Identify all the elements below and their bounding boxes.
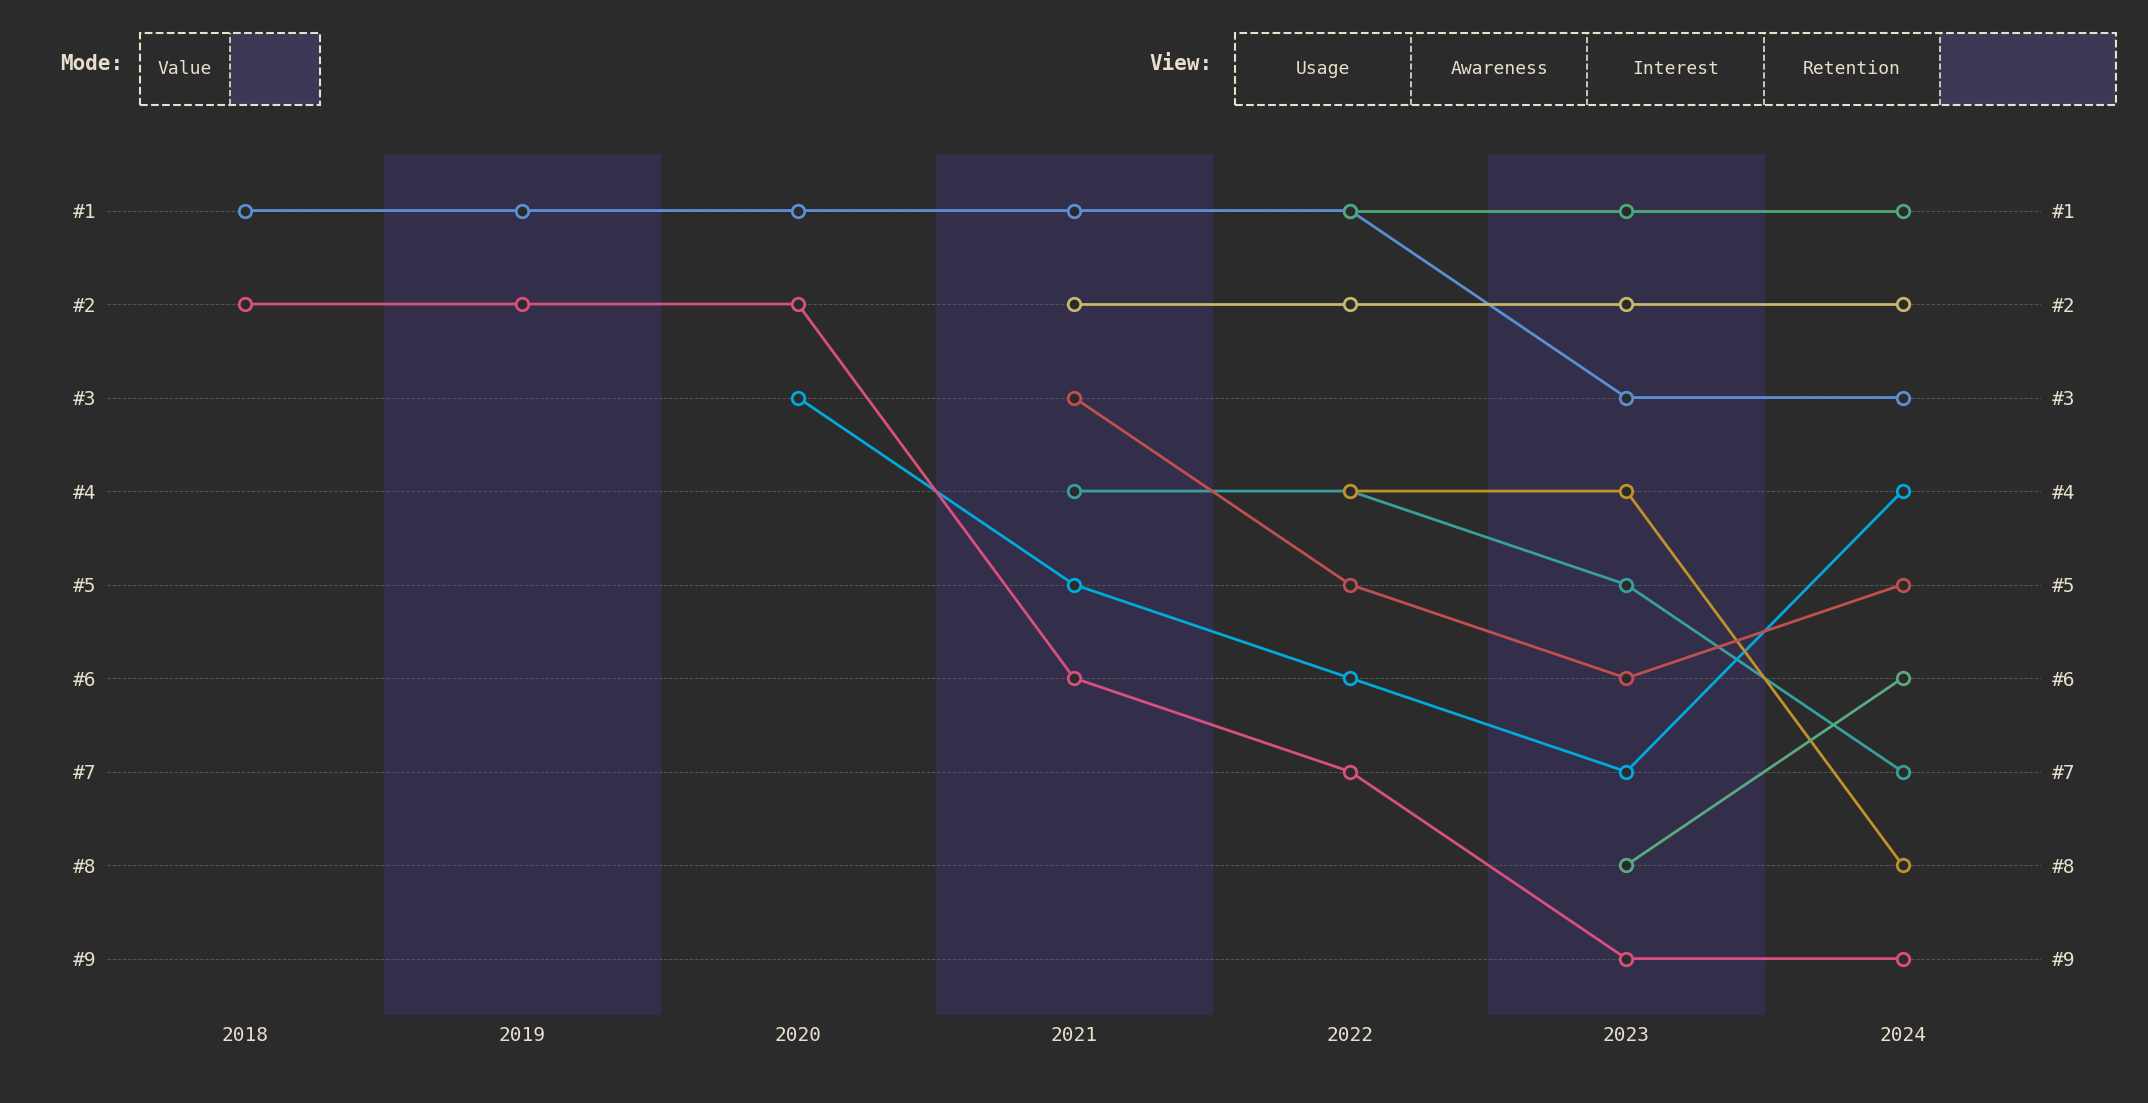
Bar (1489, 154, 1764, 1015)
Text: Positivity: Positivity (1974, 60, 2081, 78)
Bar (384, 154, 659, 1015)
Text: Interest: Interest (1632, 60, 1718, 78)
Text: Usage: Usage (1295, 60, 1351, 78)
Bar (937, 154, 1211, 1015)
Text: Rank: Rank (253, 60, 296, 78)
Text: Awareness: Awareness (1450, 60, 1549, 78)
Text: Value: Value (157, 60, 213, 78)
FancyBboxPatch shape (1940, 33, 2116, 105)
FancyBboxPatch shape (230, 33, 320, 105)
Text: Retention: Retention (1802, 60, 1901, 78)
Text: Mode:: Mode: (60, 54, 122, 74)
Text: View:: View: (1149, 54, 1211, 74)
